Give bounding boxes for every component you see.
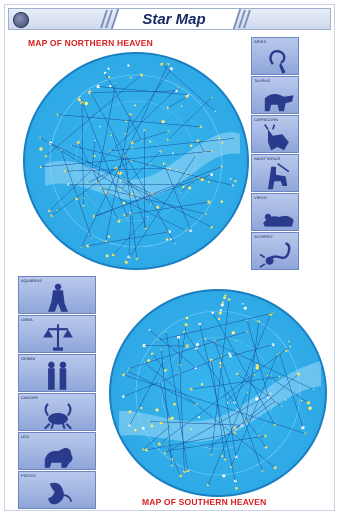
zodiac-panel-taurus: TAURUS — [251, 76, 299, 114]
northern-map-caption: MAP OF NORTHERN HEAVEN — [28, 38, 153, 48]
zodiac-panel-sagittarius: SAGITTARIUS — [251, 154, 299, 192]
southern-sky-graphic — [111, 291, 325, 495]
globe-icon — [13, 12, 29, 28]
zodiac-panel-virgo: VIRGO — [251, 193, 299, 231]
zodiac-panel-leo: LEO — [18, 432, 96, 470]
page-title: Star Map — [114, 10, 234, 30]
zodiac-panel-aquarius: AQUARIUS — [18, 276, 96, 314]
zodiac-panel-gemini: GEMINI — [18, 354, 96, 392]
southern-star-map — [109, 289, 327, 497]
zodiac-panel-pisces: PISCES — [18, 471, 96, 509]
zodiac-panel-scorpio: SCORPIO — [251, 232, 299, 270]
zodiac-panel-libra: LIBRA — [18, 315, 96, 353]
zodiac-panel-aries: ARIES — [251, 37, 299, 75]
header-bar: Star Map — [8, 8, 331, 30]
zodiac-panel-capricorn: CAPRICORN — [251, 115, 299, 153]
southern-map-caption: MAP OF SOUTHERN HEAVEN — [142, 497, 267, 507]
northern-sky-graphic — [25, 54, 247, 268]
zodiac-panel-cancer: CANCER — [18, 393, 96, 431]
northern-star-map — [23, 52, 249, 270]
